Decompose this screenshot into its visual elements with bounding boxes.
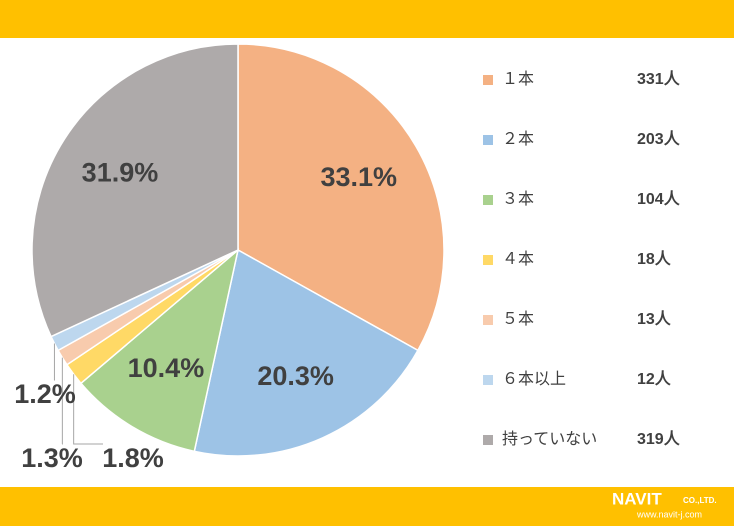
leader-line: [53, 343, 55, 381]
data-label: 1.3%: [21, 443, 83, 473]
logo-box: [606, 491, 726, 523]
data-label: 10.4%: [128, 353, 205, 383]
legend-label: １本: [502, 70, 534, 88]
logo-suffix: CO.,LTD.: [683, 496, 717, 505]
legend-swatch: [483, 135, 493, 145]
data-label: 31.9%: [82, 158, 159, 188]
legend-count: 13人: [637, 310, 672, 328]
leader-line: [73, 374, 103, 445]
pie-slice: [237, 43, 445, 352]
legend-label: ６本以上: [502, 370, 566, 388]
legend-swatch: [483, 195, 493, 205]
legend-swatch: [483, 75, 493, 85]
top-band: [0, 0, 734, 38]
legend-count: 203人: [637, 130, 681, 148]
legend-label: ３本: [502, 190, 534, 208]
legend-swatch: [483, 435, 493, 445]
legend-swatch: [483, 255, 493, 265]
legend-count: 18人: [637, 250, 672, 268]
data-label: 33.1%: [321, 162, 398, 192]
data-label: 20.3%: [257, 361, 334, 391]
legend-label: ２本: [502, 130, 534, 148]
legend-swatch: [483, 375, 493, 385]
pie-slice: [193, 248, 419, 457]
legend-label: 持っていない: [502, 430, 597, 448]
data-label: 1.2%: [14, 379, 76, 409]
legend-count: 331人: [637, 70, 681, 88]
logo-name: NAVIT: [612, 489, 662, 508]
pie-slice: [31, 43, 239, 338]
data-label: 1.8%: [102, 443, 164, 473]
legend-count: 104人: [637, 190, 681, 208]
pie-slice: [79, 247, 240, 453]
logo-url: www.navit-j.com: [636, 509, 702, 519]
legend-count: 12人: [637, 370, 672, 388]
legend-label: ４本: [502, 250, 534, 268]
legend-swatch: [483, 315, 493, 325]
legend-label: ５本: [502, 310, 534, 328]
legend-count: 319人: [637, 430, 681, 448]
